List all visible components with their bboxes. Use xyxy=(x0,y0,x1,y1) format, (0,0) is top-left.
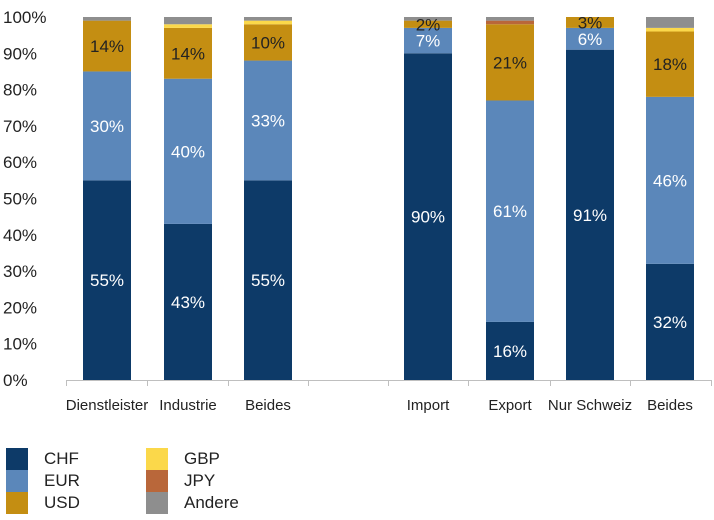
legend-item-gbp: GBP xyxy=(146,448,220,470)
legend-swatch-chf xyxy=(6,448,28,470)
legend-label-chf: CHF xyxy=(44,449,79,468)
data-label: 55% xyxy=(90,271,124,290)
x-tick-label: Dienstleister xyxy=(66,397,149,414)
data-label: 30% xyxy=(90,117,124,136)
legend-item-eur: EUR xyxy=(6,470,80,492)
data-label: 55% xyxy=(251,271,285,290)
x-tick-label: Beides xyxy=(245,397,291,414)
bar-segment-eur xyxy=(404,27,452,54)
bar-segment-gbp xyxy=(646,27,694,32)
stacked-bar-chart: 0% 10% 20% 30% 40% 50% 60% 70% 80% 90% 100% 55% 43% 5… xyxy=(3,8,712,414)
data-label: 2% xyxy=(416,15,441,34)
x-tick-label: Export xyxy=(488,397,532,414)
data-label: 40% xyxy=(171,142,205,161)
data-label: 21% xyxy=(493,53,527,72)
data-label: 90% xyxy=(411,208,445,227)
bar-segment-andere xyxy=(404,17,452,21)
legend-label-usd: USD xyxy=(44,493,80,512)
y-tick-label: 20% xyxy=(3,298,37,317)
bar-segment-usd xyxy=(83,20,131,72)
x-tick-label: Import xyxy=(407,397,450,414)
data-label: 61% xyxy=(493,202,527,221)
bar-segment-gbp xyxy=(164,24,212,28)
legend-swatch-eur xyxy=(6,470,28,492)
data-label: 16% xyxy=(493,342,527,361)
legend: CHF EUR USD GBP JPY Andere xyxy=(0,446,714,520)
data-label: 3% xyxy=(578,13,603,32)
legend-label-jpy: JPY xyxy=(184,471,216,490)
bar-segment-chf xyxy=(566,49,614,381)
y-tick-label: 90% xyxy=(3,44,37,63)
bar-segment-eur xyxy=(566,27,614,50)
x-tick-label: Industrie xyxy=(159,397,217,414)
data-label: 33% xyxy=(251,111,285,130)
bar-segment-eur xyxy=(646,96,694,264)
bar-segment-andere xyxy=(646,17,694,28)
x-tick-label: Nur Schweiz xyxy=(548,397,632,414)
bar-segment-chf xyxy=(164,223,212,380)
legend-item-andere: Andere xyxy=(146,492,239,514)
y-tick-label: 10% xyxy=(3,335,37,354)
bar-segment-usd xyxy=(566,17,614,28)
bar-segment-eur xyxy=(83,71,131,181)
bar-segment-jpy xyxy=(486,20,534,25)
data-label: 43% xyxy=(171,293,205,312)
data-label: 32% xyxy=(653,313,687,332)
bar-segment-usd xyxy=(164,27,212,79)
bar-segment-chf xyxy=(83,180,131,380)
bar-segment-chf xyxy=(486,321,534,380)
y-tick-label: 40% xyxy=(3,226,37,245)
bar-segment-andere xyxy=(164,17,212,25)
bar-segment-andere xyxy=(486,17,534,21)
x-tick-label: Beides xyxy=(647,397,693,414)
bar-segment-usd xyxy=(244,24,292,61)
bar-segment-andere xyxy=(83,17,131,21)
legend-item-jpy: JPY xyxy=(146,470,215,492)
legend-label-andere: Andere xyxy=(184,493,239,512)
data-label: 46% xyxy=(653,171,687,190)
data-label: 18% xyxy=(653,55,687,74)
legend-item-usd: USD xyxy=(6,492,80,514)
y-tick-label: 80% xyxy=(3,81,37,100)
legend-label-gbp: GBP xyxy=(184,449,220,468)
legend-label-eur: EUR xyxy=(44,471,80,490)
y-tick-label: 30% xyxy=(3,262,37,281)
y-tick-label: 100% xyxy=(3,8,46,27)
y-tick-label: 0% xyxy=(3,371,28,390)
legend-swatch-andere xyxy=(146,492,168,514)
data-label: 14% xyxy=(171,44,205,63)
legend-swatch-jpy xyxy=(146,470,168,492)
bar-segment-eur xyxy=(164,78,212,224)
data-label: 6% xyxy=(578,30,603,49)
bar-segment-usd xyxy=(404,20,452,28)
legend-swatch-gbp xyxy=(146,448,168,470)
bar-segment-eur xyxy=(486,100,534,322)
bar-segment-eur xyxy=(244,60,292,181)
bar-segment-chf xyxy=(404,53,452,381)
bar-segment-chf xyxy=(244,180,292,380)
bar-segment-gbp xyxy=(244,20,292,25)
data-label: 14% xyxy=(90,37,124,56)
bar-segment-usd xyxy=(646,31,694,97)
bar-segment-usd xyxy=(486,24,534,101)
data-label: 91% xyxy=(573,206,607,225)
legend-item-chf: CHF xyxy=(6,448,79,470)
data-label: 7% xyxy=(416,32,441,51)
bar-segment-andere xyxy=(244,17,292,21)
legend-swatch-usd xyxy=(6,492,28,514)
y-tick-label: 50% xyxy=(3,190,37,209)
y-tick-label: 70% xyxy=(3,117,37,136)
data-label: 10% xyxy=(251,33,285,52)
y-tick-label: 60% xyxy=(3,153,37,172)
bar-segment-chf xyxy=(646,263,694,380)
